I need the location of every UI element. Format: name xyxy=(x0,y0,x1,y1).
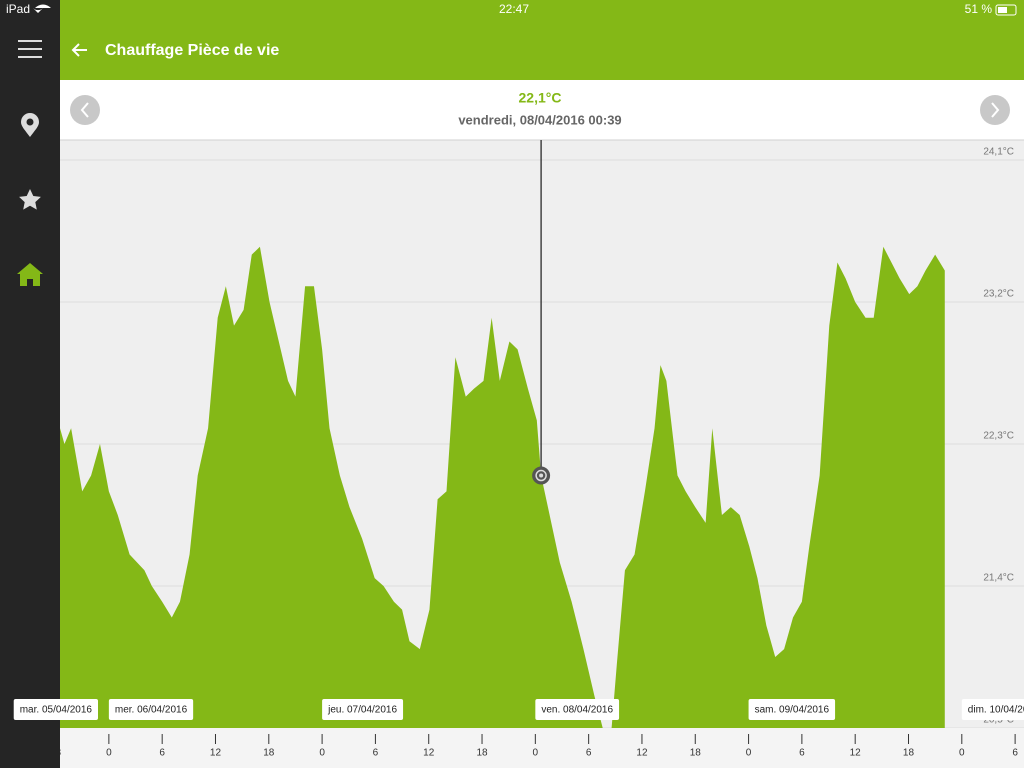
y-tick-label: 24,1°C xyxy=(983,147,1014,158)
day-label-box xyxy=(322,699,404,720)
day-label: sam. 09/04/2016 xyxy=(748,699,836,720)
x-tick-label: 0 xyxy=(533,748,539,759)
x-axis: 18 0 6 12 18 0 6 12 18 0 6 12 18 0 6 12 18 0 6 xyxy=(50,734,1018,759)
home-icon[interactable] xyxy=(17,263,43,286)
x-tick-label: 12 xyxy=(850,748,862,759)
x-tick-label: 6 xyxy=(586,748,592,759)
battery-level: 51 % xyxy=(965,2,993,16)
menu-button[interactable] xyxy=(18,40,42,58)
device-name: iPad xyxy=(6,2,30,16)
x-tick-label: 0 xyxy=(319,748,325,759)
x-tick-label: 18 xyxy=(263,748,275,759)
info-bar xyxy=(60,80,1024,140)
time-axis xyxy=(60,728,1024,768)
y-tick-label: 20,5°C xyxy=(983,715,1014,726)
next-button[interactable] xyxy=(980,95,1010,125)
battery-fill xyxy=(998,7,1007,13)
day-label-text: mer. 06/04/2016 xyxy=(115,705,188,716)
x-tick-label: 18 xyxy=(690,748,702,759)
x-tick-label: 6 xyxy=(373,748,379,759)
day-label-box xyxy=(13,699,98,720)
day-label-text: ven. 08/04/2016 xyxy=(541,705,613,716)
previous-chevron xyxy=(80,102,89,118)
cursor-value: 22,1°C xyxy=(519,90,562,106)
x-tick-label: 18 xyxy=(50,748,62,759)
x-tick-label: 0 xyxy=(106,748,112,759)
cursor-date: vendredi, 08/04/2016 00:39 xyxy=(458,112,621,127)
x-tick-label: 18 xyxy=(476,748,488,759)
day-label: ven. 08/04/2016 xyxy=(535,699,620,720)
y-tick-label: 21,4°C xyxy=(983,573,1014,584)
back-button[interactable] xyxy=(71,43,87,57)
favorites-icon[interactable] xyxy=(19,189,41,210)
cursor-marker-ring xyxy=(535,469,547,482)
cursor-marker-dot xyxy=(539,473,544,478)
header-bar xyxy=(60,0,1024,80)
page-title: Chauffage Pièce de vie xyxy=(105,42,279,59)
day-label-text: sam. 09/04/2016 xyxy=(755,705,830,716)
battery-icon xyxy=(995,4,1017,16)
day-label: mar. 05/04/2016 xyxy=(13,699,98,720)
day-label-text: dim. 10/04/2016 xyxy=(968,705,1024,716)
x-tick-label: 0 xyxy=(746,748,752,759)
y-tick-label: 22,3°C xyxy=(983,431,1014,442)
day-label-text: jeu. 07/04/2016 xyxy=(327,705,397,716)
day-label-box xyxy=(535,699,620,720)
day-label: jeu. 07/04/2016 xyxy=(322,699,404,720)
next-chevron xyxy=(991,102,1000,118)
day-label-box xyxy=(108,699,194,720)
previous-button[interactable] xyxy=(70,95,100,125)
temperature-area xyxy=(60,246,945,728)
x-tick-label: 12 xyxy=(210,748,222,759)
location-icon-dot xyxy=(26,118,34,126)
x-tick-label: 6 xyxy=(1012,748,1018,759)
x-tick-label: 6 xyxy=(159,748,165,759)
y-tick-label: 23,2°C xyxy=(983,289,1014,300)
day-label: dim. 10/04/2016 xyxy=(961,699,1024,720)
x-tick-label: 6 xyxy=(799,748,805,759)
day-label-box xyxy=(748,699,836,720)
x-tick-label: 18 xyxy=(903,748,915,759)
x-tick-label: 12 xyxy=(423,748,435,759)
x-tick-label: 0 xyxy=(959,748,965,759)
x-tick-label: 12 xyxy=(636,748,648,759)
clock: 22:47 xyxy=(499,2,529,16)
day-label-box xyxy=(961,699,1024,720)
day-label-text: mar. 05/04/2016 xyxy=(20,705,93,716)
day-label: mer. 06/04/2016 xyxy=(108,699,194,720)
plot xyxy=(60,159,1024,728)
wifi-icon xyxy=(33,4,51,13)
